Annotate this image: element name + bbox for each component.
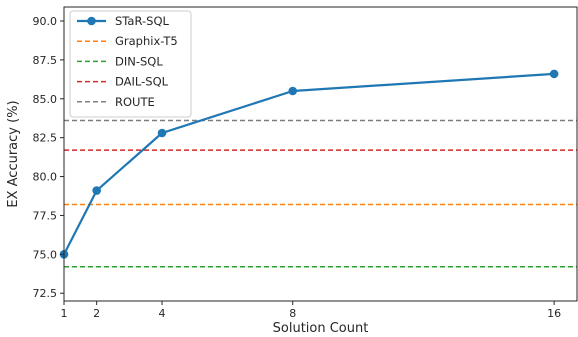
x-tick-label: 1 bbox=[61, 307, 68, 320]
data-point bbox=[288, 86, 298, 96]
x-tick-label: 16 bbox=[547, 307, 561, 320]
reference-lines bbox=[64, 119, 577, 268]
legend-box bbox=[69, 10, 192, 118]
y-tick-label: 87.5 bbox=[33, 54, 58, 67]
legend-label: Graphix-T5 bbox=[115, 34, 178, 48]
y-tick-label: 90.0 bbox=[33, 15, 58, 28]
y-tick-label: 80.0 bbox=[33, 171, 58, 184]
legend-item: DAIL-SQL bbox=[77, 75, 169, 89]
legend-item: ROUTE bbox=[77, 95, 155, 109]
legend-label: DIN-SQL bbox=[115, 54, 163, 68]
legend-item: DIN-SQL bbox=[77, 54, 163, 68]
legend-marker bbox=[87, 16, 96, 26]
y-axis-ticks: 72.5 75.0 77.5 80.0 82.5 85.0 87.5 90.0 bbox=[33, 15, 64, 300]
y-tick-label: 77.5 bbox=[33, 209, 58, 222]
plot-frame bbox=[63, 6, 578, 302]
legend-item: STaR-SQL bbox=[77, 14, 169, 28]
data-point bbox=[157, 128, 167, 138]
legend-label: DAIL-SQL bbox=[115, 75, 169, 89]
legend-label: STaR-SQL bbox=[115, 14, 169, 28]
y-tick-label: 72.5 bbox=[33, 287, 58, 300]
series-line bbox=[59, 69, 559, 259]
y-tick-label: 75.0 bbox=[33, 248, 58, 261]
x-axis-label: Solution Count bbox=[273, 321, 369, 336]
legend: STaR-SQL Graphix-T5 DIN-SQL DAIL-SQL ROUTE bbox=[69, 10, 192, 118]
data-point bbox=[92, 186, 101, 195]
y-tick-label: 82.5 bbox=[33, 132, 58, 145]
legend-label: ROUTE bbox=[115, 95, 155, 109]
data-point bbox=[549, 69, 559, 79]
x-axis-ticks: 1 2 4 8 16 bbox=[61, 301, 561, 320]
y-axis-label: EX Accuracy (%) bbox=[6, 100, 21, 207]
y-tick-label: 85.0 bbox=[33, 93, 58, 106]
axes bbox=[63, 6, 578, 302]
x-tick-label: 2 bbox=[93, 307, 100, 320]
x-tick-label: 4 bbox=[159, 307, 166, 320]
legend-item: Graphix-T5 bbox=[77, 34, 178, 48]
x-tick-label: 8 bbox=[289, 307, 296, 320]
